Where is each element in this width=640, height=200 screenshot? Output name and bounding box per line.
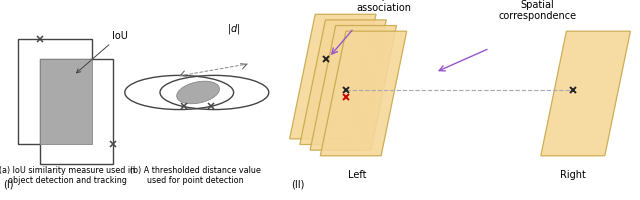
Text: Temporal
association: Temporal association	[356, 0, 412, 13]
Bar	[40, 60, 92, 144]
Polygon shape	[321, 32, 407, 156]
Text: (I): (I)	[3, 179, 13, 189]
Ellipse shape	[177, 82, 220, 104]
Text: Spatial
correspondence: Spatial correspondence	[499, 0, 577, 21]
Polygon shape	[300, 21, 387, 145]
Text: (b) A thresholded distance value
used for point detection: (b) A thresholded distance value used fo…	[130, 165, 260, 184]
Text: Right: Right	[560, 169, 586, 179]
Polygon shape	[310, 26, 397, 150]
Text: $|d|$: $|d|$	[227, 22, 241, 36]
Polygon shape	[541, 32, 630, 156]
Text: IoU: IoU	[77, 31, 128, 73]
Text: (a) IoU similarity measure used in
object detection and tracking: (a) IoU similarity measure used in objec…	[0, 165, 135, 184]
Polygon shape	[290, 15, 376, 139]
Bar	[40, 60, 113, 164]
Text: (II): (II)	[291, 179, 305, 189]
Text: Left: Left	[348, 169, 366, 179]
Bar	[18, 40, 92, 144]
